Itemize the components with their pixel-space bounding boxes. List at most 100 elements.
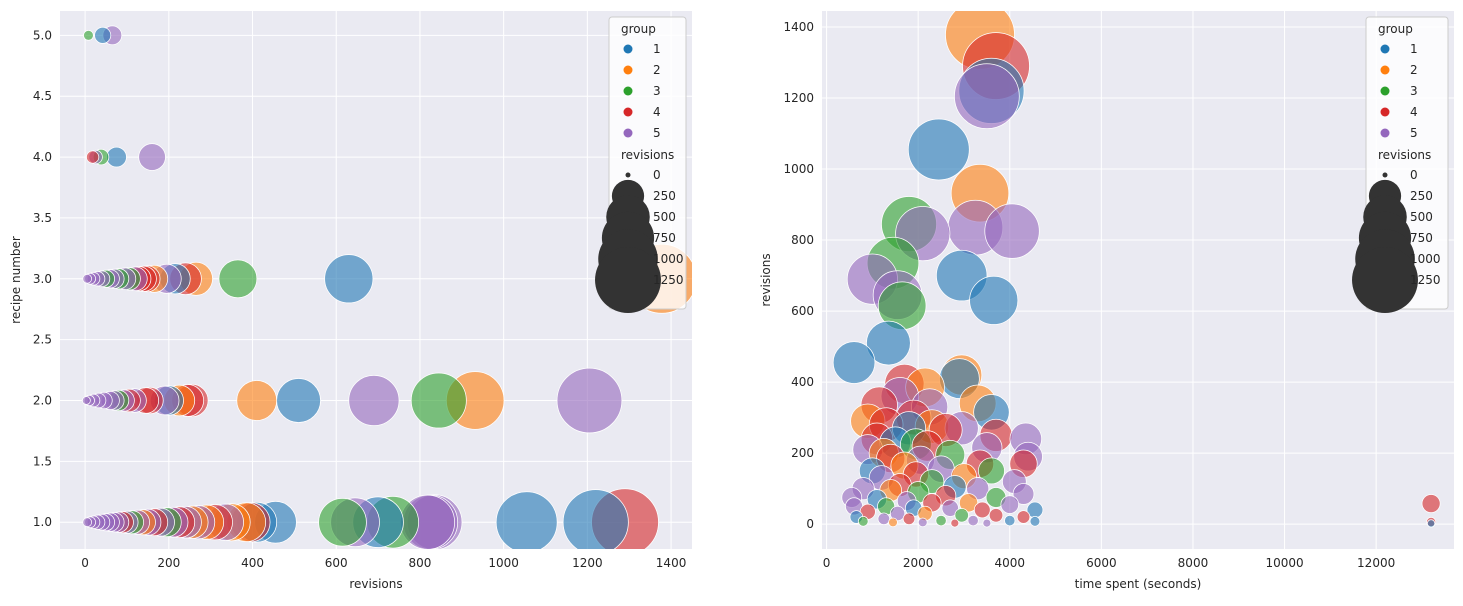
y-tick-label: 3.5 [33, 211, 52, 225]
data-point [1427, 519, 1436, 528]
data-point [348, 374, 400, 427]
y-tick-label: 2.5 [33, 333, 52, 347]
y-tick-label: 2.0 [33, 394, 52, 408]
legend-size-label: 750 [653, 231, 676, 245]
legend-title-group: group [621, 22, 656, 36]
legend-swatch [1380, 107, 1390, 117]
legend-size-marker [1352, 247, 1418, 313]
x-tick-label: 0 [81, 556, 89, 570]
chart-panel-1: 0 200 400 600 800 1000 1200 1400 1.0 1.5 2.0 2.5 3.0… [9, 11, 692, 591]
legend-label: 5 [653, 126, 661, 140]
data-point [236, 380, 278, 421]
data-point [556, 367, 623, 434]
data-point [1012, 483, 1035, 505]
data-point [1016, 510, 1031, 524]
data-point [82, 517, 93, 528]
data-point [958, 493, 979, 513]
x-tick-label: 2000 [903, 556, 934, 570]
data-point [857, 515, 869, 527]
data-point [1029, 515, 1041, 527]
data-point [954, 508, 969, 523]
legend-size-label: 1250 [653, 273, 684, 287]
legend-swatch [1380, 44, 1390, 54]
legend-size-marker [625, 172, 631, 178]
legend-size-label: 500 [653, 210, 676, 224]
data-point [82, 273, 93, 284]
data-point [495, 491, 558, 549]
legend-size-label: 0 [1410, 168, 1418, 182]
legend-size-marker [1382, 172, 1388, 178]
x-tick-label: 800 [408, 556, 431, 570]
legend-size-marker [595, 247, 661, 313]
x-tick-label: 1000 [488, 556, 519, 570]
legend-label: 3 [653, 84, 661, 98]
y-tick-label: 800 [791, 233, 814, 247]
data-point [1000, 495, 1020, 514]
data-point [106, 146, 127, 168]
data-point [562, 489, 629, 549]
data-point [832, 341, 876, 384]
data-point [866, 320, 911, 366]
x-tick-label: 8000 [1178, 556, 1209, 570]
legend-label: 4 [1410, 105, 1418, 119]
legend-size-label: 1250 [1410, 273, 1441, 287]
legend-label: 5 [1410, 126, 1418, 140]
data-point [941, 499, 959, 517]
x-tick-label: 12000 [1357, 556, 1395, 570]
legend-size-label: 500 [1410, 210, 1433, 224]
legend-swatch [623, 86, 633, 96]
x-tick-label: 6000 [1086, 556, 1117, 570]
data-point [877, 512, 891, 526]
data-point [94, 26, 112, 44]
data-point [888, 517, 898, 528]
data-point [907, 118, 970, 181]
data-point [889, 505, 906, 522]
data-points [832, 11, 1441, 528]
data-point [86, 150, 100, 164]
x-tick-label: 10000 [1265, 556, 1303, 570]
data-point [1421, 494, 1441, 513]
data-point [982, 518, 992, 528]
data-point [984, 203, 1040, 259]
x-tick-label: 1400 [656, 556, 687, 570]
legend-swatch [1380, 128, 1390, 138]
data-points [82, 25, 692, 549]
legend: group 1 2 3 4 5 revisions 0 250 500 750 1000 1250 [1352, 16, 1449, 313]
x-tick-label: 0 [823, 556, 831, 570]
legend-swatch [623, 107, 633, 117]
x-tick-label: 4000 [994, 556, 1025, 570]
legend-label: 2 [653, 63, 661, 77]
legend-size-label: 750 [1410, 231, 1433, 245]
data-point [410, 372, 467, 429]
legend-label: 3 [1410, 84, 1418, 98]
x-axis-label: revisions [349, 577, 402, 591]
y-tick-label: 4.0 [33, 150, 52, 164]
x-tick-label: 200 [157, 556, 180, 570]
y-tick-label: 1000 [783, 162, 814, 176]
data-point [318, 497, 367, 547]
y-tick-label: 1.5 [33, 454, 52, 468]
legend-title-size: revisions [1378, 148, 1431, 162]
legend-swatch [1380, 65, 1390, 75]
chart-panel-2: 0 2000 4000 6000 8000 10000 120000200400600800… [759, 11, 1454, 591]
legend-label: 4 [653, 105, 661, 119]
y-tick-label: 400 [791, 375, 814, 389]
legend-title-group: group [1378, 22, 1413, 36]
legend-label: 1 [653, 42, 661, 56]
y-tick-label: 0 [806, 517, 814, 531]
data-point [1004, 514, 1016, 527]
x-axis-label: time spent (seconds) [1075, 577, 1202, 591]
x-tick-label: 1200 [572, 556, 603, 570]
data-point [950, 518, 960, 528]
y-tick-label: 3.0 [33, 272, 52, 286]
data-point [902, 512, 916, 526]
data-point [83, 30, 94, 41]
data-point [276, 378, 321, 423]
data-point [967, 514, 979, 527]
legend-swatch [623, 44, 633, 54]
y-tick-label: 1400 [783, 20, 814, 34]
data-point [973, 501, 991, 519]
data-point [978, 457, 1005, 485]
